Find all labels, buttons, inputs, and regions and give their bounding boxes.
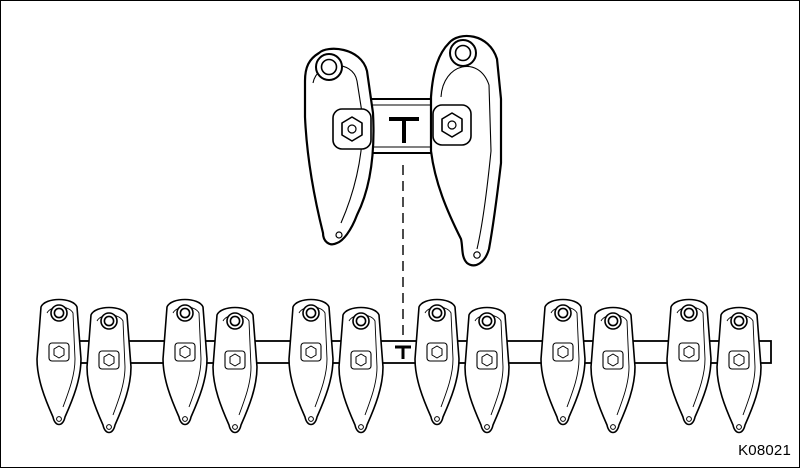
- rocker-arm-12: [716, 306, 762, 434]
- detail-rocker-arm-right: [429, 34, 503, 267]
- rocker-arm-9: [540, 298, 586, 426]
- rocker-arm-row: [36, 298, 762, 434]
- rocker-shaft-assembly: [36, 298, 772, 434]
- detail-rocker-pair: [303, 34, 503, 267]
- rocker-arm-11: [666, 298, 712, 426]
- rocker-arm-10: [590, 306, 636, 434]
- rocker-arm-2: [86, 306, 132, 434]
- rocker-arm-3: [162, 298, 208, 426]
- detail-t-marker: [389, 117, 419, 143]
- rocker-shaft: [40, 340, 772, 364]
- rocker-arm-5: [288, 298, 334, 426]
- shaft-t-marker: [395, 345, 411, 359]
- reference-code: K08021: [738, 442, 791, 459]
- rocker-arm-8: [464, 306, 510, 434]
- rocker-arm-1: [36, 298, 82, 426]
- rocker-arm-7: [414, 298, 460, 426]
- rocker-arm-4: [212, 306, 258, 434]
- rocker-arm-6: [338, 306, 384, 434]
- detail-rocker-arm-left: [303, 47, 375, 246]
